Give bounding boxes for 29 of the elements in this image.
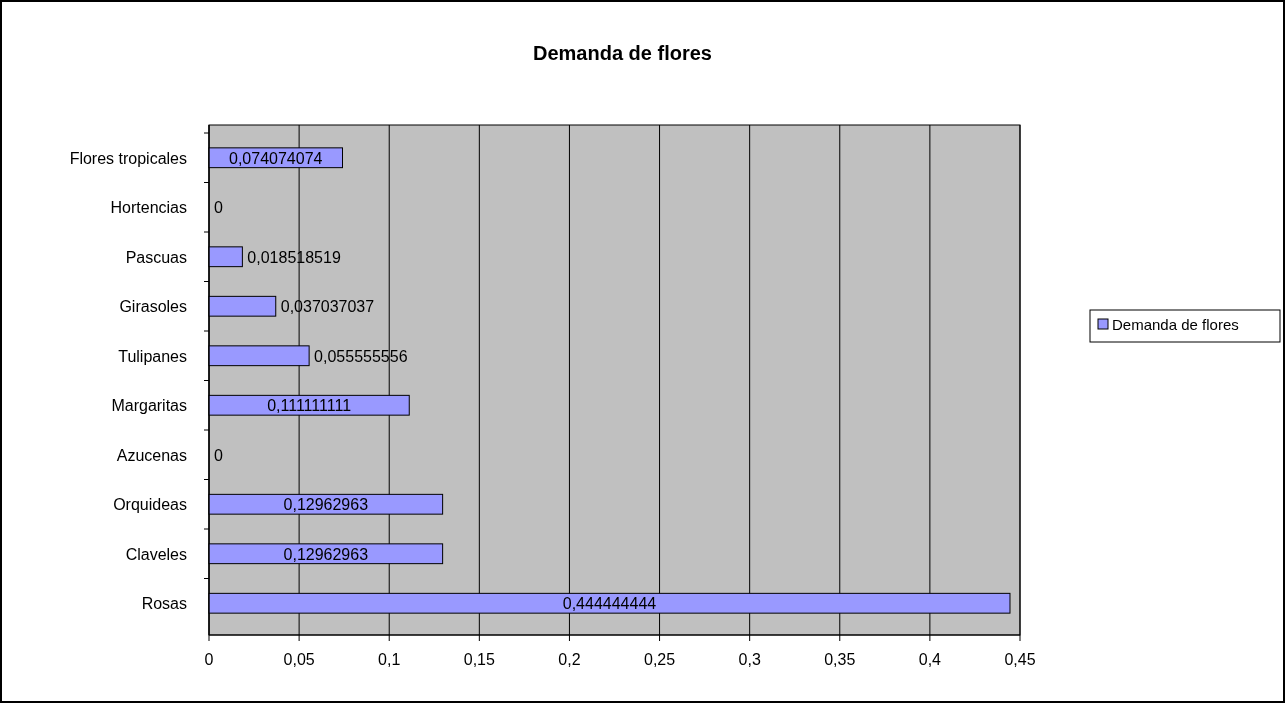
y-tick-label: Hortencias xyxy=(110,199,187,217)
y-tick-label: Margaritas xyxy=(111,397,187,415)
chart-title: Demanda de flores xyxy=(533,42,712,64)
y-tick-label: Claveles xyxy=(125,545,187,563)
x-tick-label: 0,35 xyxy=(824,651,856,668)
x-tick-label: 0,1 xyxy=(378,651,401,668)
y-tick-label: Tulipanes xyxy=(118,347,187,365)
y-tick-label: Pascuas xyxy=(125,248,187,266)
y-tick-label: Girasoles xyxy=(119,298,187,316)
x-tick-label: 0 xyxy=(204,651,214,668)
data-label: 0,111111111 xyxy=(267,397,352,415)
data-label: 0 xyxy=(214,199,223,217)
x-tick-label: 0,25 xyxy=(643,651,676,668)
data-label: 0,12962963 xyxy=(283,496,369,514)
y-tick-label: Flores tropicales xyxy=(69,149,187,167)
x-tick-label: 0,3 xyxy=(738,651,761,668)
y-tick-label: Azucenas xyxy=(116,446,187,464)
x-tick-label: 0,4 xyxy=(918,651,942,668)
x-tick-label: 0,15 xyxy=(463,651,496,668)
data-label: 0,074074074 xyxy=(229,149,323,167)
y-tick-label: Rosas xyxy=(141,595,187,613)
legend-label: Demanda de flores xyxy=(1112,316,1239,333)
data-label: 0 xyxy=(214,446,223,464)
x-tick-label: 0,2 xyxy=(558,651,581,668)
data-label: 0,444444444 xyxy=(562,595,657,613)
data-label: 0,12962963 xyxy=(283,545,369,563)
y-tick-label: Orquideas xyxy=(113,496,187,514)
x-tick-label: 0,05 xyxy=(283,651,315,668)
x-tick-label: 0,45 xyxy=(1004,651,1036,668)
